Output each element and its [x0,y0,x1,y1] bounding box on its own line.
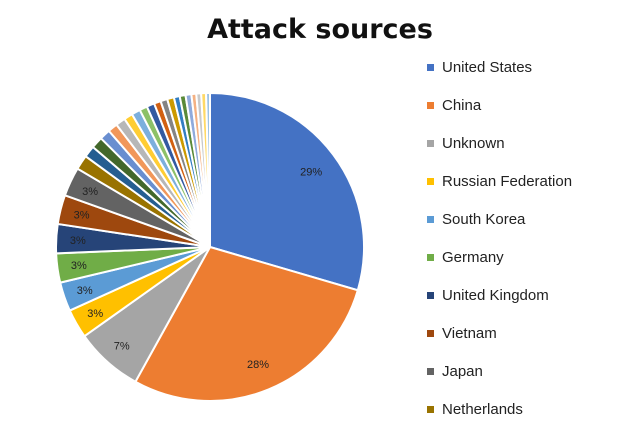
legend-swatch [427,139,434,147]
pie-slice-29 [205,91,211,248]
legend-swatch [427,253,434,261]
data-label-united-kingdom: 3% [70,235,86,247]
legend-item-united-states: United States [427,48,572,86]
data-label-germany: 3% [71,260,87,272]
legend-item-united-kingdom: United Kingdom [427,276,572,314]
legend-label: South Korea [442,210,526,228]
data-label-japan: 3% [82,186,98,198]
legend-label: Vietnam [442,324,497,342]
pie-slice-united-states [209,91,365,292]
chart-title: Attack sources [207,14,433,45]
data-label-unknown: 7% [114,341,130,353]
legend-swatch [427,63,434,71]
data-label-vietnam: 3% [74,210,90,222]
legend-swatch [427,177,434,185]
legend-item-russian-federation: Russian Federation [427,162,572,200]
legend-item-china: China [427,86,572,124]
legend-item-japan: Japan [427,352,572,390]
legend-item-germany: Germany [427,238,572,276]
legend: United States China Unknown Russian Federat… [427,48,572,428]
pie-slices [55,91,365,402]
legend-swatch [427,405,434,413]
data-label-china: 28% [247,359,269,371]
legend-swatch [427,101,434,109]
pie-data-labels: 29% 28% 7% 3% 3% 3% 3% 3% 3% [70,166,322,370]
data-label-russian-federation: 3% [87,308,103,320]
legend-item-unknown: Unknown [427,124,572,162]
data-label-south-korea: 3% [77,285,93,297]
legend-swatch [427,367,434,375]
legend-item-netherlands: Netherlands [427,390,572,428]
legend-label: Germany [442,248,504,266]
legend-label: Unknown [442,134,505,152]
legend-label: United Kingdom [442,286,549,304]
legend-label: Netherlands [442,400,523,418]
legend-swatch [427,329,434,337]
legend-item-vietnam: Vietnam [427,314,572,352]
data-label-united-states: 29% [300,166,322,178]
legend-label: Japan [442,362,483,380]
legend-label: Russian Federation [442,172,573,190]
pie-slice-china [134,245,360,402]
legend-label: China [442,96,482,114]
legend-item-south-korea: South Korea [427,200,572,238]
legend-label: United States [442,58,533,76]
legend-swatch [427,291,434,299]
legend-swatch [427,215,434,223]
